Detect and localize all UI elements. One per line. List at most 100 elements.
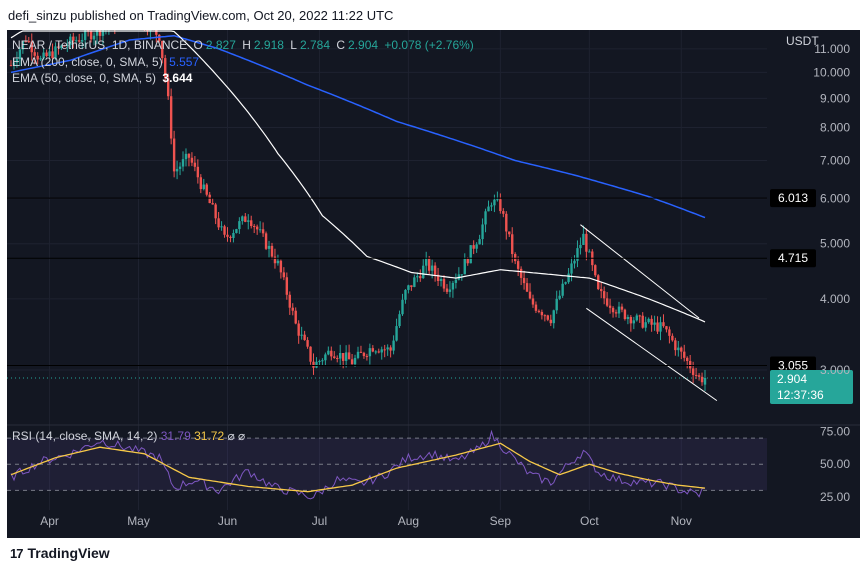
candle-body [650,318,653,325]
candle-body [169,96,173,139]
candle-body [451,282,455,290]
candle-body [217,218,220,228]
candle-body [211,203,214,205]
candle-body [321,360,324,362]
candle-body [172,138,176,172]
candle-body [546,315,550,320]
candle-body [671,335,674,341]
candle-body [226,234,229,237]
candle-body [519,268,523,278]
candle-body [327,350,330,355]
rsi-settings-icons[interactable]: ⌀ ⌀ [227,429,246,443]
candle-body [466,258,469,264]
candle-body [419,276,422,279]
candle-body [306,340,309,347]
price-axis[interactable]: 3.000 4.000 5.000 6.000 7.000 8.000 9.000 10.00… [813,42,850,377]
symbol-name: NEAR / TetherUS, 1D, BINANCE [12,38,188,52]
high-value: 2.918 [253,38,284,52]
candle-body [422,265,425,279]
candle-body [602,291,606,299]
time-tick-label: Sep [490,514,512,528]
candle-body [371,348,375,352]
low-label: L [290,38,297,52]
candle-body [300,334,303,336]
candle-body [184,153,188,160]
candle-body [511,234,514,255]
candle-body [490,205,493,207]
candle-body [395,326,398,341]
ema50-legend: EMA (50, close, 0, SMA, 5) 3.644 [12,71,195,85]
candle-body [597,275,600,290]
candle-body [700,376,704,383]
candle-body [632,320,636,324]
candle-body [336,358,339,360]
candle-body [496,199,499,201]
candle-body [386,347,389,350]
candle-body [647,318,650,323]
candle-body [69,36,72,46]
candle-body [445,288,449,292]
price-tick-label: 7.000 [820,154,850,168]
ema200-legend: EMA (200, close, 0, SMA, 5) 5.557 [12,55,202,69]
candle-body [573,260,576,264]
price-tick-label: 8.000 [820,121,850,135]
indicator-lines [10,30,718,402]
last-price-countdown: 12:37:36 [777,388,824,402]
candle-body [33,52,36,56]
candle-body [291,307,294,311]
candle-body [187,153,191,158]
candle-body [662,322,665,327]
rsi-value: 31.79 [160,429,191,443]
candle-body [641,315,644,328]
candle-body [344,352,348,361]
candle-body [502,211,505,214]
candle-body [392,340,395,351]
wedge-trendline [586,307,718,402]
candle-body [368,348,372,357]
candle-body [697,375,701,377]
candle-body [72,36,75,41]
ema200-label: EMA (200, close, 0, SMA, 5) [12,55,163,69]
candle-body [66,45,69,47]
change-value: +0.078 (+2.76%) [384,38,474,52]
time-axis[interactable]: Apr May Jun Jul Aug Sep Oct Nov [40,514,692,528]
candle-body [161,40,164,59]
candle-body [264,233,268,249]
candle-body [247,220,250,222]
candle-body [267,245,271,249]
candle-body [427,258,431,271]
candle-body [481,224,484,240]
price-level-badge [770,189,816,208]
candle-body [89,31,93,40]
candle-body [531,298,535,305]
candle-body [567,273,570,283]
candle-body [688,361,692,369]
candle-body [279,260,283,273]
candle-body [561,283,564,296]
candle-body [196,166,200,178]
candle-body [235,229,238,233]
last-price-badge [770,369,853,404]
rsi-line [10,429,706,500]
candle-body [285,277,289,295]
candle-body [273,256,277,264]
chart-area[interactable]: 6.013 4.715 3.055 2.904 12:37:36 3.000 4.000 5… [7,7,860,538]
ema200-value: 5.557 [169,55,200,69]
candle-body [39,58,42,60]
candle-body [653,322,656,325]
candle-body [229,236,232,238]
tradingview-logo[interactable]: 17 TradingView [10,545,110,561]
candle-body [324,354,327,361]
time-tick-label: Oct [580,514,599,528]
candle-body [668,329,671,336]
candle-body [442,279,446,289]
candle-body [146,27,149,32]
candle-body [24,41,28,43]
candle-body [21,41,25,50]
candle-body [18,49,22,60]
candle-body [594,265,597,276]
candle-body [505,213,508,232]
candle-body [374,351,377,353]
candle-body [241,216,244,222]
